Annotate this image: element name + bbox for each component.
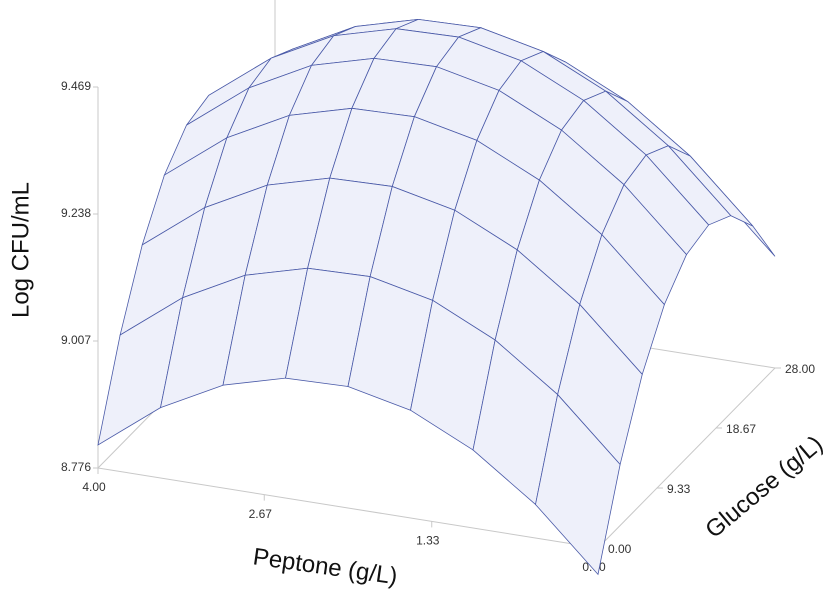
y-axis-title: Glucose (g/L) bbox=[700, 430, 827, 543]
x-axis-title: Peptone (g/L) bbox=[251, 543, 399, 590]
frame-line bbox=[97, 467, 599, 549]
z-tick-label: 9.007 bbox=[61, 333, 91, 347]
x-tick-label: 4.00 bbox=[82, 480, 106, 494]
z-tick-label: 9.469 bbox=[61, 79, 91, 93]
z-axis-title: Log CFU/mL bbox=[7, 182, 34, 318]
x-tick-label: 1.33 bbox=[416, 534, 440, 548]
frame-line bbox=[597, 367, 776, 549]
surface-face bbox=[535, 393, 621, 576]
y-tick-label: 18.67 bbox=[726, 422, 756, 436]
z-tick-label: 9.238 bbox=[61, 206, 91, 220]
y-tick-label: 0.00 bbox=[608, 542, 632, 556]
y-tick-label: 28.00 bbox=[785, 362, 815, 376]
x-tick-label: 2.67 bbox=[249, 507, 273, 521]
z-tick-label: 8.776 bbox=[61, 460, 91, 474]
y-tick-label: 9.33 bbox=[667, 482, 691, 496]
